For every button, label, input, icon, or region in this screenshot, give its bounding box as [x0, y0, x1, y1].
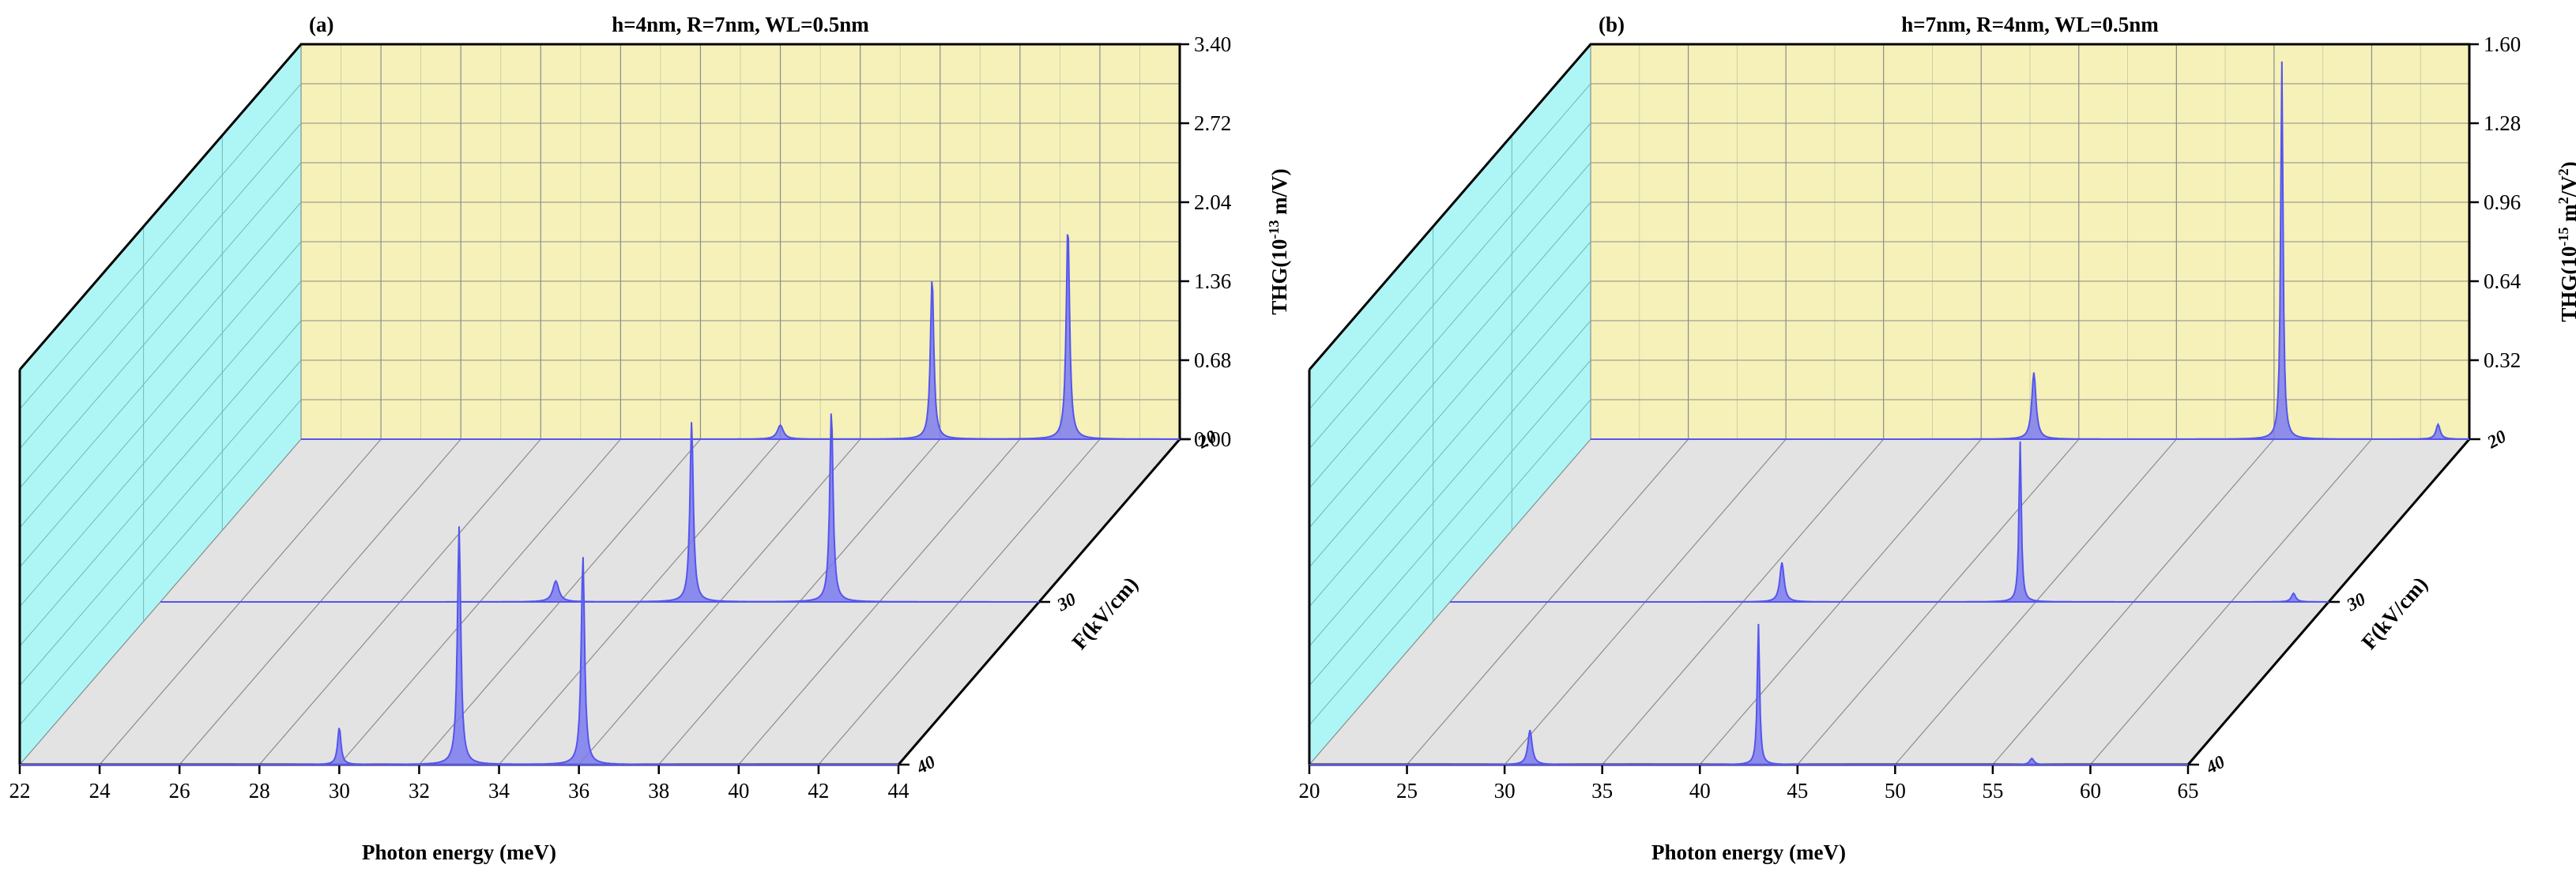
- x-tick-label: 65: [2178, 779, 2199, 803]
- x-tick-label: 26: [169, 779, 190, 803]
- side-wall-z-grid: [19, 83, 302, 410]
- side-wall-z-grid: [1309, 83, 1591, 410]
- side-wall-z-grid: [19, 162, 302, 489]
- x-axis-title: Photon energy (meV): [1651, 840, 1846, 864]
- panel-label: (a): [309, 13, 333, 36]
- side-wall-z-grid: [1309, 122, 1591, 449]
- z-tick-label: 1.28: [2484, 111, 2521, 135]
- x-tick-label: 35: [1591, 779, 1613, 803]
- side-wall-z-grid: [19, 201, 302, 528]
- side-wall-z-grid: [19, 399, 302, 726]
- x-tick-label: 42: [808, 779, 829, 803]
- side-wall-z-grid: [1309, 320, 1591, 647]
- y-tick-label: 40: [913, 751, 939, 778]
- z-tick-label: 0.64: [2484, 269, 2521, 293]
- panel-title: h=7nm, R=4nm, WL=0.5nm: [1901, 13, 2159, 36]
- x-axis-title: Photon energy (meV): [362, 840, 556, 864]
- x-tick-label: 44: [888, 779, 910, 803]
- x-tick-label: 28: [249, 779, 270, 803]
- z-axis-title: THG(10-13 m/V): [1266, 168, 1291, 314]
- x-tick-label: 30: [329, 779, 350, 803]
- side-wall-z-grid: [1309, 241, 1591, 568]
- side-wall-z-grid: [1309, 201, 1591, 528]
- x-tick-label: 30: [1494, 779, 1516, 803]
- side-wall-z-grid: [1309, 162, 1591, 489]
- panel-a-chart: 22 24 26 28 30 32 34 36 38 40 42 44 Photon energy (m…: [9, 13, 1292, 864]
- side-wall-z-grid: [1309, 399, 1591, 726]
- x-tick-label: 20: [1299, 779, 1320, 803]
- x-tick-label: 60: [2080, 779, 2101, 803]
- y-tick-label: 40: [2202, 751, 2228, 778]
- panel-label: (b): [1599, 13, 1625, 36]
- z-tick-label: 0.00: [1194, 427, 1231, 451]
- z-tick-label: 1.36: [1194, 269, 1231, 293]
- x-tick-label: 25: [1396, 779, 1418, 803]
- series-area: [20, 526, 898, 765]
- x-tick-label: 32: [409, 779, 430, 803]
- side-wall-z-grid: [19, 241, 302, 568]
- x-tick-label: 36: [568, 779, 589, 803]
- z-tick-label: 2.04: [1194, 190, 1232, 214]
- x-tick-label: 40: [728, 779, 749, 803]
- box-outline: [1308, 43, 2471, 439]
- side-wall-z-grid: [19, 122, 302, 449]
- z-tick-label: 0.32: [2484, 348, 2521, 372]
- x-tick-label: 50: [1885, 779, 1906, 803]
- panel-title: h=4nm, R=7nm, WL=0.5nm: [612, 13, 869, 36]
- z-tick-label: 0.68: [1194, 348, 1231, 372]
- z-tick-label: 3.40: [1194, 32, 1231, 56]
- x-tick-label: 38: [648, 779, 669, 803]
- z-axis-title: THG(10-15 m2/V2): [2555, 161, 2576, 321]
- z-tick-label: 1.60: [2484, 32, 2521, 56]
- side-wall-z-grid: [19, 320, 302, 647]
- x-tick-label: 45: [1787, 779, 1808, 803]
- z-tick-label: 2.72: [1194, 111, 1231, 135]
- x-tick-label: 24: [89, 779, 111, 803]
- z-tick-label: 0.96: [2484, 190, 2521, 214]
- side-wall-z-grid: [1309, 280, 1591, 607]
- box-outline: [18, 43, 1181, 439]
- side-wall-z-grid: [19, 359, 302, 686]
- side-wall-z-grid: [1309, 359, 1591, 686]
- x-tick-label: 22: [9, 779, 31, 803]
- y-axis-title: F(kV/cm): [1067, 572, 1142, 653]
- y-axis-title: F(kV/cm): [2356, 572, 2431, 653]
- x-tick-label: 40: [1689, 779, 1711, 803]
- x-tick-label: 34: [488, 779, 510, 803]
- y-tick-label: 30: [2343, 588, 2369, 615]
- x-tick-label: 55: [1982, 779, 2003, 803]
- y-tick-label: 20: [2484, 426, 2510, 453]
- side-wall-z-grid: [19, 280, 302, 607]
- panel-b-chart: 20 25 30 35 40 45 50 55 60 65 Photon energy (meV) 0…: [1299, 13, 2576, 864]
- y-tick-label: 30: [1053, 588, 1079, 615]
